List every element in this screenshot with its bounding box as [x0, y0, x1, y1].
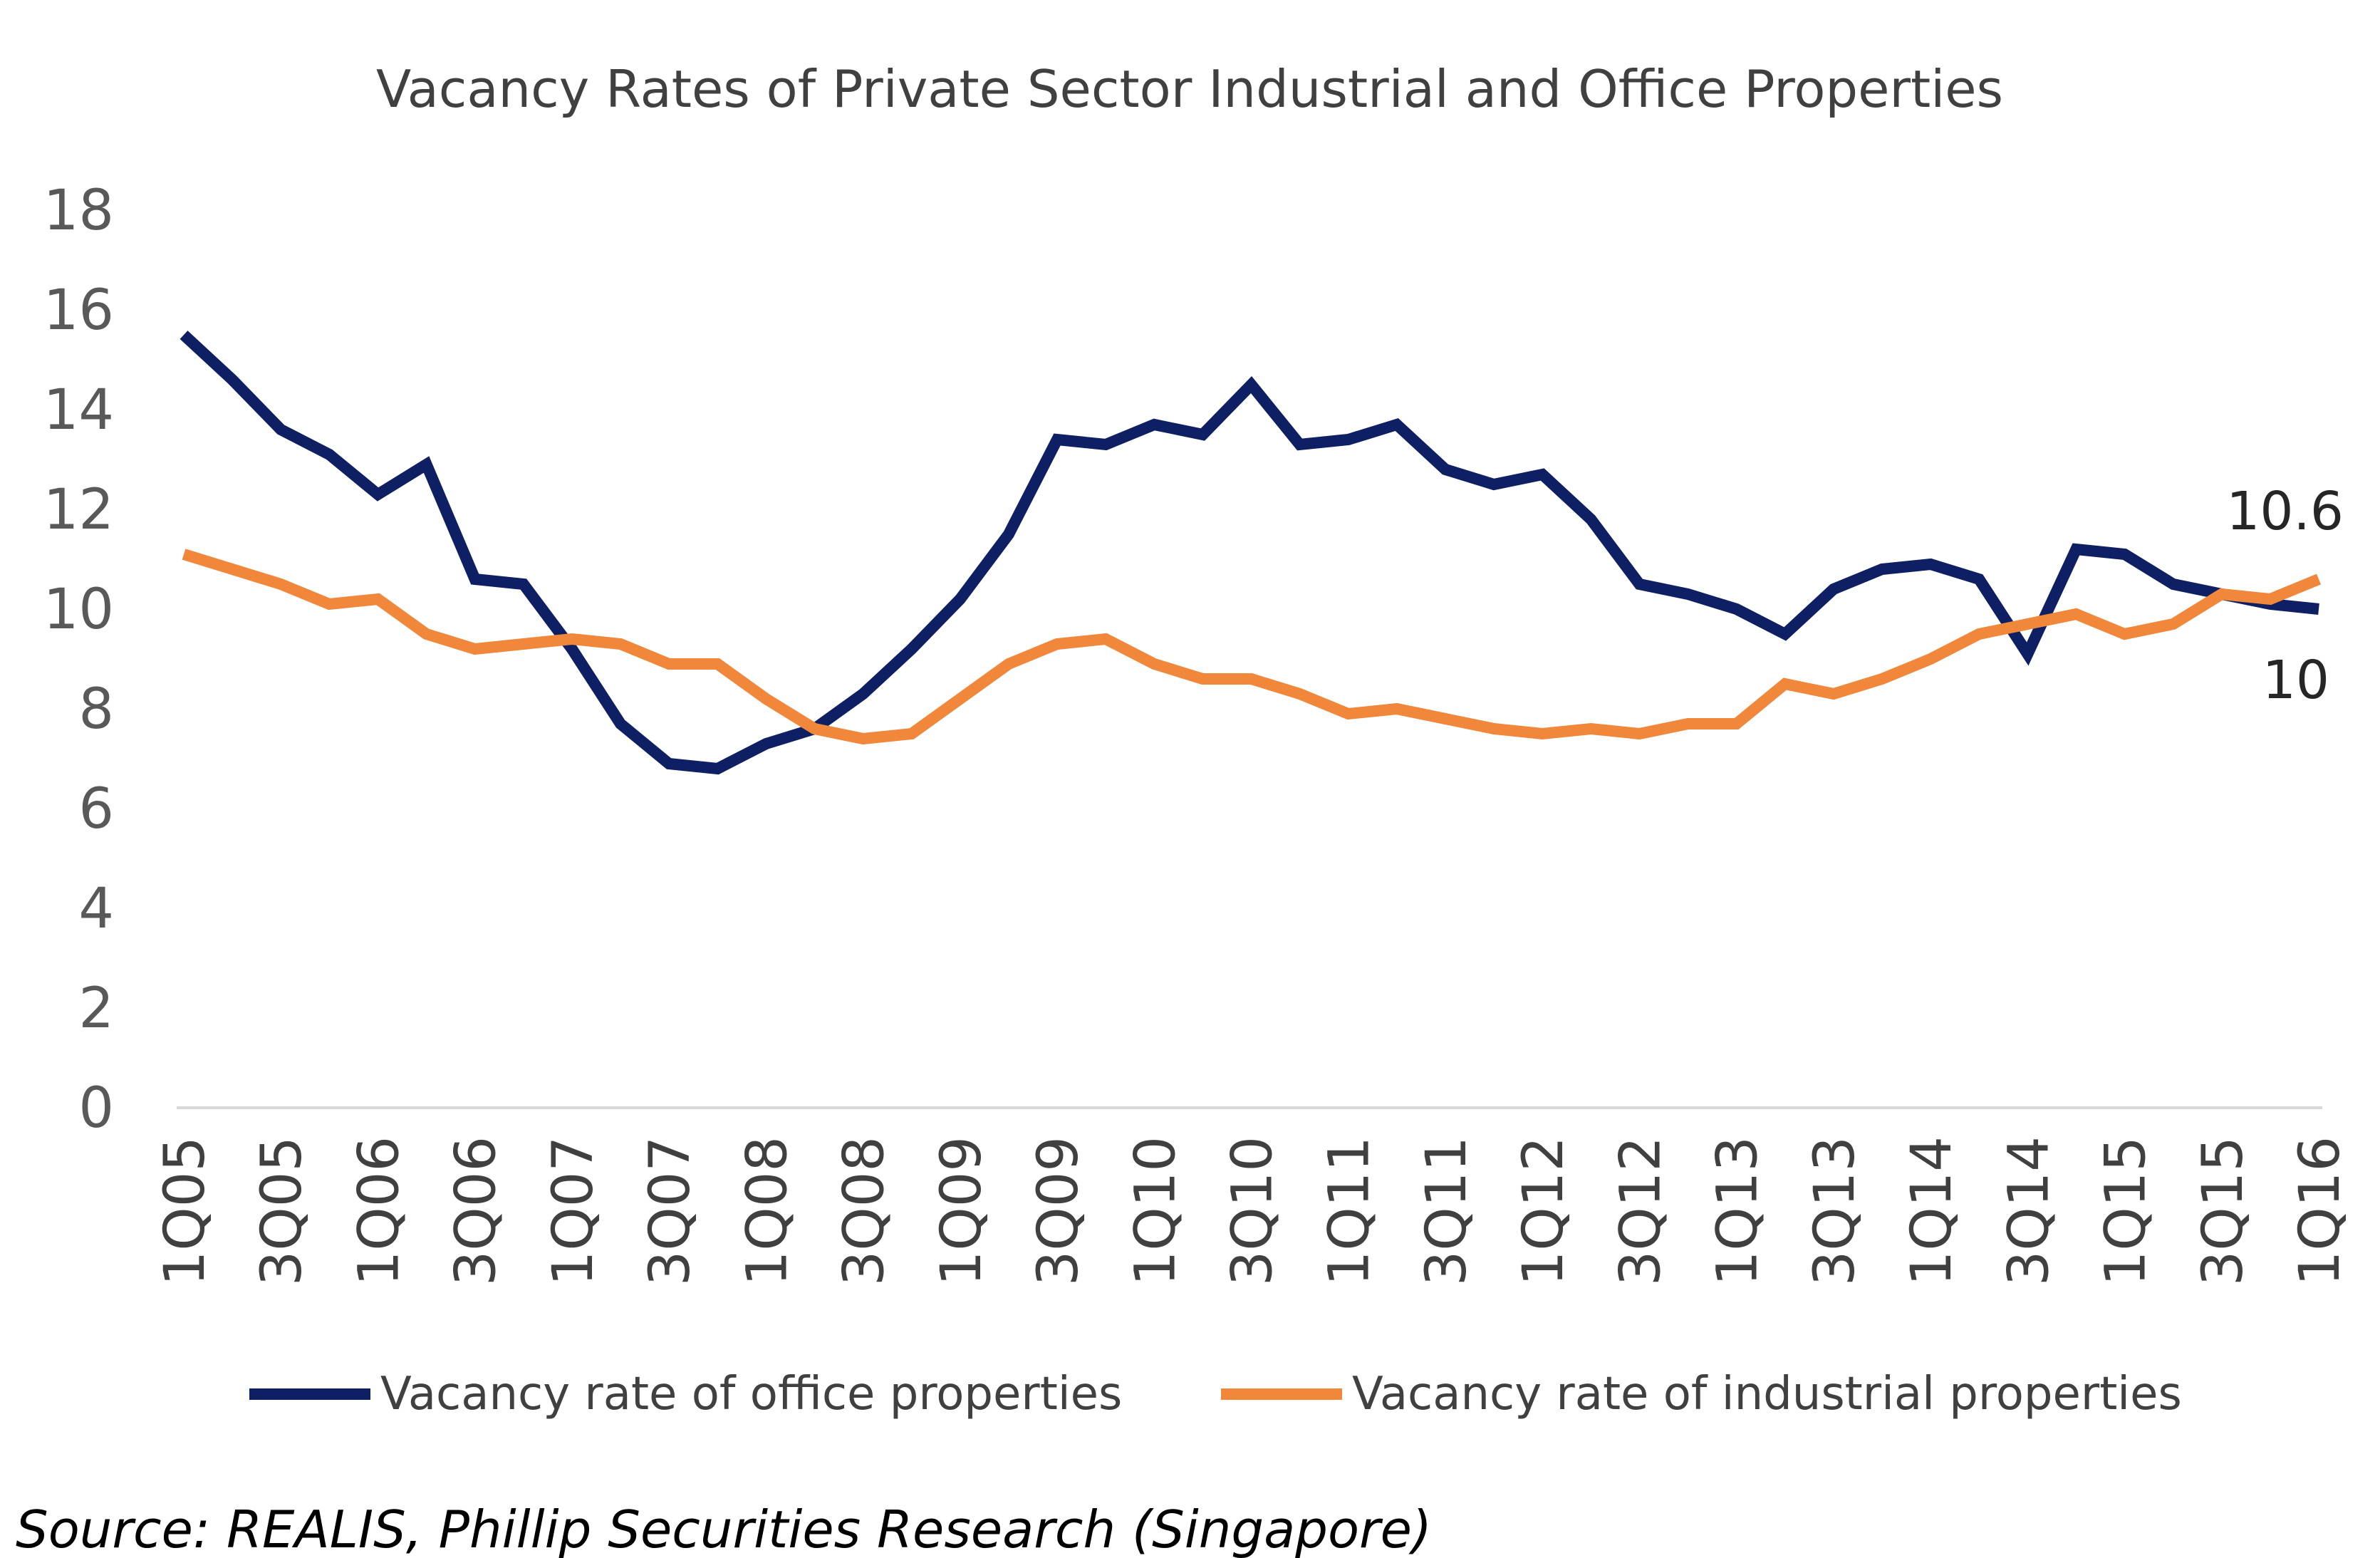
x-tick-label: 3Q12 — [1609, 1136, 1673, 1286]
x-tick-label: 3Q13 — [1803, 1136, 1867, 1286]
office-end-label: 10 — [2262, 650, 2329, 711]
x-tick-label: 1Q13 — [1706, 1136, 1770, 1286]
x-tick-label: 3Q08 — [833, 1136, 897, 1286]
legend-label-industrial: Vacancy rate of industrial properties — [1352, 1368, 2182, 1421]
x-tick-label: 1Q09 — [930, 1136, 994, 1286]
y-tick-label: 8 — [78, 677, 114, 742]
y-axis-tick-labels: 0 2 4 6 8 10 12 14 16 18 — [43, 179, 114, 1141]
x-tick-label: 3Q10 — [1221, 1136, 1285, 1286]
x-tick-label: 3Q05 — [250, 1136, 314, 1286]
y-tick-label: 12 — [43, 478, 114, 542]
x-tick-label: 3Q06 — [445, 1136, 509, 1286]
x-tick-label: 1Q16 — [2288, 1136, 2352, 1286]
x-tick-label: 1Q05 — [153, 1136, 217, 1286]
y-tick-label: 4 — [78, 877, 114, 941]
x-tick-label: 3Q15 — [2191, 1136, 2255, 1286]
office-vacancy-line — [180, 331, 2319, 775]
industrial-end-label: 10.6 — [2226, 481, 2344, 542]
x-tick-label: 1Q14 — [1900, 1136, 1964, 1286]
legend: Vacancy rate of office properties Vacanc… — [249, 1368, 2182, 1421]
y-tick-label: 18 — [43, 179, 114, 243]
x-tick-label: 1Q12 — [1512, 1136, 1576, 1286]
x-tick-label: 3Q07 — [638, 1136, 702, 1286]
x-tick-label: 1Q10 — [1123, 1136, 1188, 1286]
industrial-vacancy-line — [182, 549, 2322, 745]
x-tick-label: 3Q11 — [1415, 1136, 1479, 1286]
y-tick-label: 16 — [43, 279, 114, 343]
y-tick-label: 14 — [43, 378, 114, 442]
x-tick-label: 1Q08 — [735, 1136, 799, 1286]
x-tick-label: 1Q06 — [347, 1136, 411, 1286]
y-tick-label: 6 — [78, 777, 114, 841]
y-tick-label: 10 — [43, 578, 114, 642]
y-tick-label: 2 — [78, 977, 114, 1041]
series-end-labels: 10.6 10 — [2226, 481, 2344, 711]
x-tick-label: 3Q14 — [1997, 1136, 2061, 1286]
series-lines — [180, 331, 2322, 775]
x-tick-label: 1Q11 — [1318, 1136, 1382, 1286]
x-tick-label: 1Q15 — [2094, 1136, 2158, 1286]
y-tick-label: 0 — [78, 1076, 114, 1141]
x-tick-label: 3Q09 — [1027, 1136, 1091, 1286]
source-note: Source: REALIS, Phillip Securities Resea… — [16, 1500, 1432, 1558]
legend-label-office: Vacancy rate of office properties — [380, 1368, 1122, 1421]
x-tick-label: 1Q07 — [541, 1136, 606, 1286]
chart-title: Vacancy Rates of Private Sector Industri… — [376, 59, 2003, 119]
x-axis-tick-labels: 1Q05 3Q05 1Q06 3Q06 1Q07 3Q07 1Q08 3Q08 1Q09 3Q09… — [153, 1136, 2352, 1286]
